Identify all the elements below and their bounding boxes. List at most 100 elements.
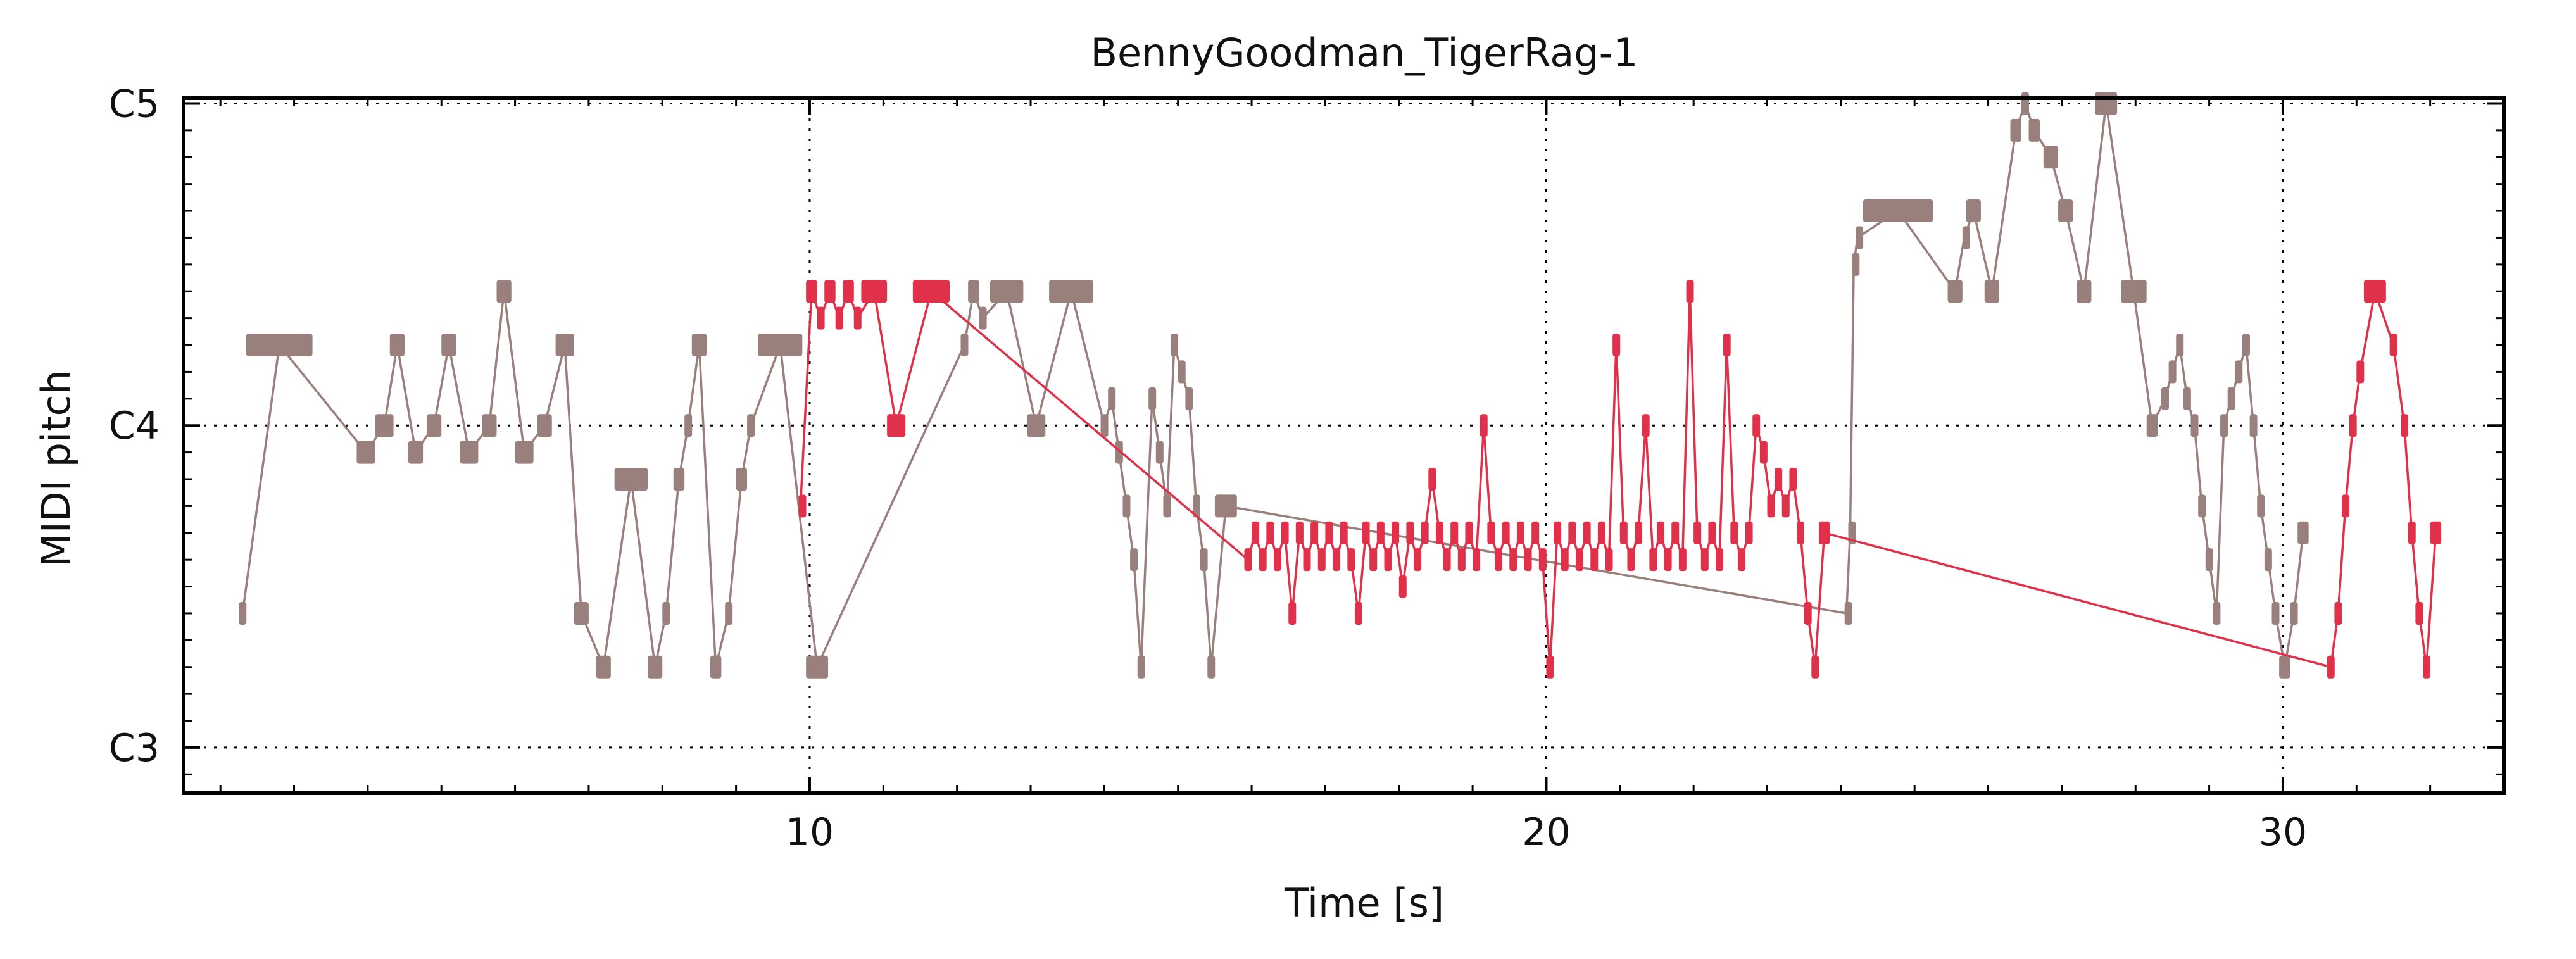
note-bar	[1214, 494, 1237, 518]
note-bar	[1686, 280, 1694, 303]
note-bar	[596, 655, 611, 679]
note-bar	[1155, 441, 1164, 464]
note-bar	[2058, 199, 2073, 223]
note-bar	[2279, 655, 2290, 679]
note-bar	[2120, 280, 2147, 303]
note-bar	[1856, 226, 1864, 249]
note-bar	[2363, 280, 2386, 303]
note-bar	[1597, 521, 1605, 544]
note-bar	[912, 280, 950, 303]
note-bar	[648, 655, 663, 679]
series-red	[798, 280, 2442, 679]
note-bar	[968, 280, 979, 303]
note-bar	[1200, 548, 1208, 572]
note-bar	[239, 601, 247, 625]
note-bar	[990, 280, 1024, 303]
note-bar	[1568, 521, 1576, 544]
note-bar	[2183, 387, 2191, 410]
note-bar	[824, 280, 836, 303]
note-bar	[537, 414, 552, 437]
note-bar	[460, 441, 479, 464]
series-gray	[239, 92, 2309, 679]
note-bar	[1708, 521, 1716, 544]
note-bar	[2043, 146, 2059, 169]
y-tick-label: C4	[109, 404, 160, 448]
note-bar	[2220, 414, 2228, 437]
note-bar	[1605, 548, 1613, 572]
x-tick-label: 30	[2259, 810, 2307, 855]
note-bar	[1487, 521, 1495, 544]
note-bar	[1473, 548, 1481, 572]
y-tick-label: C5	[109, 82, 160, 126]
note-bar	[1392, 521, 1400, 544]
note-bar	[1984, 280, 2000, 303]
note-bar	[1966, 199, 1981, 223]
note-bar	[1671, 521, 1680, 544]
note-bar	[2227, 387, 2235, 410]
note-bar	[1649, 548, 1657, 572]
note-bar	[1561, 548, 1569, 572]
note-bar	[1340, 521, 1348, 544]
note-bar	[1947, 280, 1963, 303]
note-bar	[1122, 494, 1131, 518]
note-bar	[2297, 521, 2309, 544]
note-bar	[1100, 414, 1109, 437]
note-bar	[673, 467, 685, 491]
note-bar	[1590, 548, 1599, 572]
series-layer	[239, 92, 2442, 679]
note-bar	[2242, 334, 2250, 357]
note-bar	[441, 334, 456, 357]
note-bar	[1767, 494, 1775, 518]
note-bar	[1207, 655, 1216, 679]
note-bar	[2423, 655, 2431, 679]
note-bar	[515, 441, 534, 464]
note-bar	[2146, 414, 2158, 437]
note-bar	[1759, 441, 1768, 464]
plot-frame	[182, 96, 2506, 795]
note-bar	[2264, 548, 2272, 572]
note-bar	[806, 655, 829, 679]
note-bar	[1384, 548, 1392, 572]
note-bar	[2327, 655, 2335, 679]
note-bar	[1480, 414, 1488, 437]
note-bar	[1716, 548, 1724, 572]
note-bar	[1163, 494, 1171, 518]
note-bar	[1295, 521, 1304, 544]
note-bar	[1325, 521, 1333, 544]
note-bar	[736, 467, 748, 491]
note-bar	[887, 414, 906, 437]
note-bar	[2356, 360, 2365, 384]
note-bar	[1752, 414, 1761, 437]
note-bar	[1583, 521, 1591, 544]
x-axis-label: Time [s]	[1284, 880, 1444, 926]
note-bar	[2077, 280, 2092, 303]
note-bar	[2161, 387, 2169, 410]
note-bar	[1369, 548, 1378, 572]
ticks: 10 20 30 C3 C4 C5	[109, 82, 2505, 855]
note-bar	[2257, 494, 2265, 518]
note-bar	[408, 441, 424, 464]
note-bar	[1635, 521, 1643, 544]
note-bar	[1130, 548, 1138, 572]
note-bar	[2290, 601, 2298, 625]
note-bar	[496, 280, 512, 303]
note-bar	[1362, 521, 1370, 544]
note-bar	[798, 494, 807, 518]
note-bar	[1723, 334, 1731, 357]
note-bar	[1495, 548, 1503, 572]
note-bar	[1848, 521, 1856, 544]
note-bar	[426, 414, 442, 437]
note-bar	[1818, 521, 1830, 544]
note-bar	[614, 467, 648, 491]
note-bar	[1852, 253, 1860, 276]
note-bar	[2342, 494, 2350, 518]
note-bar	[1502, 521, 1510, 544]
note-bar	[1252, 521, 1260, 544]
note-bar	[662, 601, 670, 625]
note-bar	[2334, 601, 2342, 625]
x-tick-label: 10	[786, 810, 834, 855]
note-bar	[1428, 467, 1436, 491]
note-bar	[2028, 118, 2040, 142]
